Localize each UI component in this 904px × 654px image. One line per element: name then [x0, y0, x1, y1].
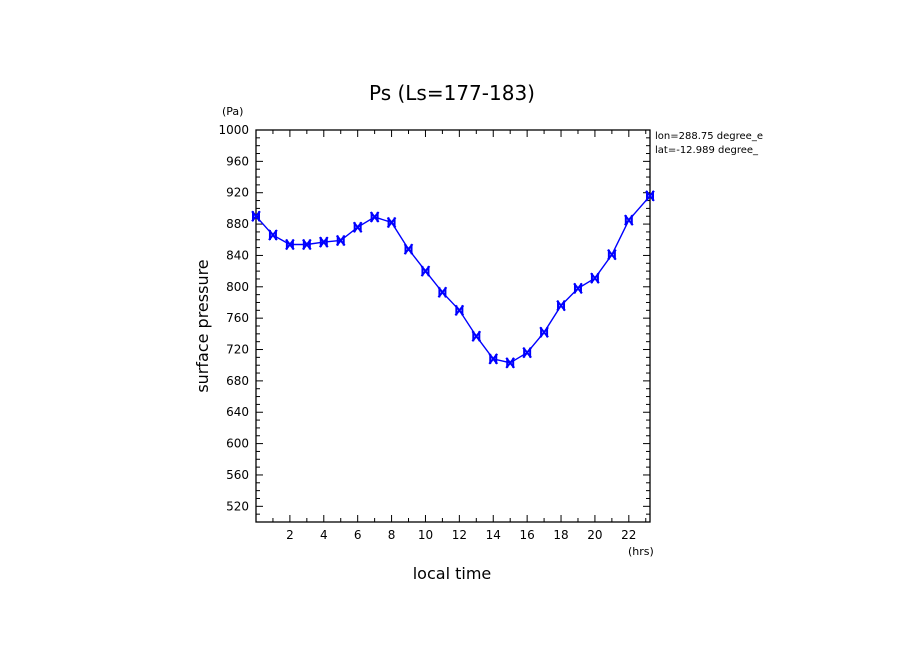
y-tick-label: 920 — [226, 186, 249, 200]
x-unit-label: (hrs) — [628, 545, 654, 558]
data-point — [420, 265, 431, 277]
x-tick-label: 10 — [418, 528, 433, 542]
data-point — [251, 210, 261, 222]
annotation-lat: lat=-12.989 degree_ — [655, 145, 759, 156]
y-tick-label: 1000 — [218, 123, 249, 137]
y-tick-label: 840 — [226, 248, 249, 262]
y-tick-label: 960 — [226, 154, 249, 168]
data-point — [319, 236, 329, 248]
data-point — [539, 326, 549, 338]
y-tick-label: 640 — [226, 405, 249, 419]
y-tick-label: 800 — [226, 280, 249, 294]
x-tick-label: 6 — [354, 528, 362, 542]
y-tick-label: 600 — [226, 437, 249, 451]
data-point — [573, 282, 583, 294]
data-point — [454, 304, 465, 316]
x-tick-label: 14 — [486, 528, 501, 542]
x-tick-label: 12 — [452, 528, 467, 542]
data-point — [285, 238, 295, 251]
y-unit-label: (Pa) — [222, 105, 243, 118]
x-tick-label: 22 — [621, 528, 636, 542]
data-point — [556, 299, 566, 312]
data-point — [645, 190, 655, 202]
y-axis-label: surface pressure — [193, 259, 212, 392]
y-tick-label: 760 — [226, 311, 249, 325]
y-tick-label: 720 — [226, 343, 249, 357]
y-tick-label: 520 — [226, 499, 249, 513]
data-point — [386, 216, 397, 229]
y-tick-label: 680 — [226, 374, 249, 388]
data-point — [590, 272, 600, 284]
data-point — [335, 234, 346, 247]
data-point — [352, 221, 363, 233]
x-tick-label: 16 — [519, 528, 534, 542]
data-point — [437, 286, 448, 298]
x-axis-label: local time — [413, 564, 492, 583]
data-point — [505, 357, 515, 369]
x-tick-label: 18 — [553, 528, 568, 542]
data-point — [624, 214, 634, 226]
data-point — [607, 249, 617, 261]
y-tick-label: 880 — [226, 217, 249, 231]
x-tick-label: 8 — [388, 528, 396, 542]
y-tick-label: 560 — [226, 468, 249, 482]
x-tick-label: 2 — [286, 528, 294, 542]
series-line — [255, 195, 651, 364]
chart-title: Ps (Ls=177-183) — [369, 81, 535, 105]
data-point — [369, 211, 380, 223]
plot-frame — [255, 129, 651, 523]
data-point — [302, 238, 312, 251]
annotation-lon: lon=288.75 degree_e — [655, 131, 763, 142]
x-tick-label: 20 — [587, 528, 602, 542]
data-point — [471, 330, 482, 342]
plot-area: 520 560 600 640 680 720 760 800 840 880 920 960 1000… — [218, 123, 655, 542]
data-point — [522, 347, 532, 359]
data-point — [488, 353, 499, 365]
x-tick-label: 4 — [320, 528, 328, 542]
data-point — [268, 229, 278, 241]
data-point — [403, 243, 414, 255]
